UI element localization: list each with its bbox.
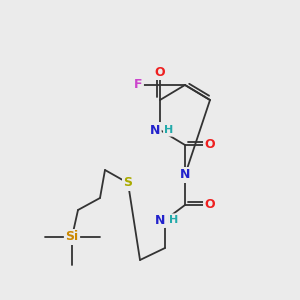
Text: H: H [165, 125, 175, 135]
Text: O: O [205, 139, 215, 152]
Text: O: O [205, 199, 215, 212]
Text: O: O [155, 65, 165, 79]
Text: O: O [205, 199, 215, 212]
Text: H: H [164, 125, 174, 135]
Text: N: N [150, 124, 160, 136]
Text: O: O [155, 65, 165, 79]
Text: N: N [155, 214, 165, 226]
Text: N: N [153, 214, 163, 226]
Text: S: S [124, 176, 133, 190]
Text: Si: Si [65, 230, 79, 244]
Text: H: H [169, 215, 178, 225]
Text: N: N [180, 169, 190, 182]
Text: F: F [134, 79, 142, 92]
Text: N: N [180, 169, 190, 182]
Text: S: S [124, 176, 133, 190]
Text: H: H [167, 215, 177, 225]
Text: O: O [205, 139, 215, 152]
Text: N: N [149, 124, 159, 136]
Text: F: F [134, 79, 142, 92]
Text: Si: Si [65, 230, 79, 244]
